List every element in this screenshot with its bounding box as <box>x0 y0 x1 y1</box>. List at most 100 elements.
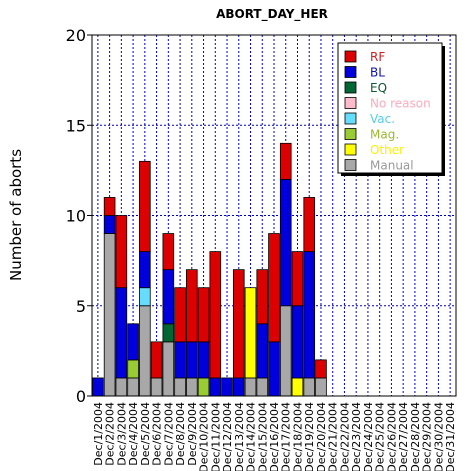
x-tick-label: Dec/31/2004 <box>444 402 457 471</box>
bar-segment-bl <box>268 341 280 397</box>
bar-segment-bl <box>174 341 186 379</box>
bar-segment-manual <box>162 341 175 397</box>
bar-segment-manual <box>174 377 186 397</box>
bar-segment-bl <box>115 287 128 379</box>
y-tick-label: 10 <box>66 207 86 226</box>
legend-label: Vac. <box>370 112 395 126</box>
legend-swatch <box>344 128 357 140</box>
x-tick-label: Dec/9/2004 <box>186 402 199 466</box>
bar-segment-bl <box>291 305 304 379</box>
bar-segment-bl <box>256 323 269 379</box>
x-tick-label: Dec/14/2004 <box>245 402 258 471</box>
bar-segment-rf <box>209 251 222 379</box>
bar-segment-rf <box>197 287 210 343</box>
bar-segment-bl <box>209 377 222 397</box>
x-tick-label: Dec/18/2004 <box>291 402 304 471</box>
x-tick-label: Dec/22/2004 <box>338 402 351 471</box>
legend-label: BL <box>370 66 385 80</box>
y-tick-label: 20 <box>66 26 86 45</box>
legend-label: Manual <box>370 159 414 173</box>
legend-label: EQ <box>370 81 387 95</box>
x-tick-label: Dec/19/2004 <box>303 402 316 471</box>
x-tick-label: Dec/24/2004 <box>362 402 375 471</box>
x-tick-label: Dec/3/2004 <box>115 402 128 466</box>
y-tick-label: 15 <box>66 116 86 135</box>
x-tick-label: Dec/26/2004 <box>385 402 398 471</box>
bar-segment-bl <box>127 323 139 361</box>
bar-segment-bl <box>197 341 210 379</box>
x-tick-label: Dec/20/2004 <box>315 402 328 471</box>
y-axis-label: Number of aborts <box>7 149 25 281</box>
x-tick-label: Dec/2/2004 <box>104 402 117 466</box>
bar-segment-rf <box>268 233 280 343</box>
x-tick-label: Dec/6/2004 <box>151 402 164 466</box>
x-tick-label: Dec/12/2004 <box>221 402 234 471</box>
bar-segment-rf <box>162 233 175 271</box>
bar-segment-rf <box>315 359 327 379</box>
x-tick-label: Dec/16/2004 <box>268 402 281 471</box>
bar-segment-bl <box>162 269 175 325</box>
legend-swatch <box>344 112 357 125</box>
bar-segment-manual <box>127 377 139 397</box>
legend-swatch <box>344 81 357 94</box>
bar-segment-rf <box>103 197 116 216</box>
x-tick-label: Dec/17/2004 <box>280 402 293 471</box>
legend-swatch <box>344 50 357 63</box>
bar-segment-rf <box>139 160 151 253</box>
bar-segment-bl <box>303 251 316 379</box>
bar-segment-bl <box>232 377 245 397</box>
chart-title: ABORT_DAY_HER <box>216 7 328 22</box>
bar-segment-rf <box>291 251 304 307</box>
y-tick-label: 0 <box>76 387 86 406</box>
legend-swatch <box>344 97 357 109</box>
x-tick-label: Dec/11/2004 <box>209 402 222 471</box>
bar-segment-mag- <box>127 359 139 379</box>
bar-segment-manual <box>279 305 292 397</box>
x-tick-label: Dec/1/2004 <box>92 402 105 466</box>
bar-segment-bl <box>186 341 198 379</box>
bar-segment-other <box>291 377 304 397</box>
legend-label: Mag. <box>370 128 399 142</box>
bar-segment-eq <box>162 323 175 343</box>
x-tick-label: Dec/27/2004 <box>397 402 410 471</box>
bar-segment-mag- <box>197 377 210 397</box>
x-tick-label: Dec/15/2004 <box>256 402 269 471</box>
legend-swatch <box>344 66 357 78</box>
x-tick-label: Dec/23/2004 <box>350 402 363 471</box>
legend-label: RF <box>370 50 385 64</box>
bar-segment-manual <box>139 305 151 397</box>
legend-swatch <box>344 159 357 171</box>
x-tick-label: Dec/10/2004 <box>198 402 211 471</box>
x-tick-label: Dec/7/2004 <box>162 402 175 466</box>
bar-segment-manual <box>186 377 198 397</box>
bar-segment-manual <box>315 377 327 397</box>
bar-segment-bl <box>221 377 233 397</box>
x-tick-label: Dec/5/2004 <box>139 402 152 466</box>
bar-segment-manual <box>150 377 163 397</box>
bar-segment-bl <box>103 215 116 234</box>
x-tick-label: Dec/25/2004 <box>374 402 387 471</box>
legend-swatch <box>344 143 357 156</box>
bar-segment-manual <box>103 233 116 397</box>
bar-segment-manual <box>256 377 269 397</box>
bar-segment-rf <box>115 215 128 289</box>
x-tick-label: Dec/4/2004 <box>127 402 140 466</box>
bar-segment-rf <box>174 287 186 343</box>
bar-segment-rf <box>186 269 198 343</box>
bar-segment-vac- <box>139 287 151 307</box>
x-tick-label: Dec/13/2004 <box>233 402 246 471</box>
legend-label: Other <box>370 143 404 157</box>
bar-segment-manual <box>303 377 316 397</box>
legend-label: No reason <box>370 97 431 111</box>
bar-segment-manual <box>244 377 257 397</box>
x-tick-label: Dec/8/2004 <box>174 402 187 466</box>
bar-segment-rf <box>256 269 269 325</box>
bar-segment-bl <box>139 251 151 289</box>
bar-segment-bl <box>92 377 104 397</box>
bar-segment-rf <box>279 142 292 180</box>
x-tick-label: Dec/28/2004 <box>409 402 422 471</box>
bar-segment-rf <box>150 341 163 379</box>
bar-segment-rf <box>232 269 245 379</box>
